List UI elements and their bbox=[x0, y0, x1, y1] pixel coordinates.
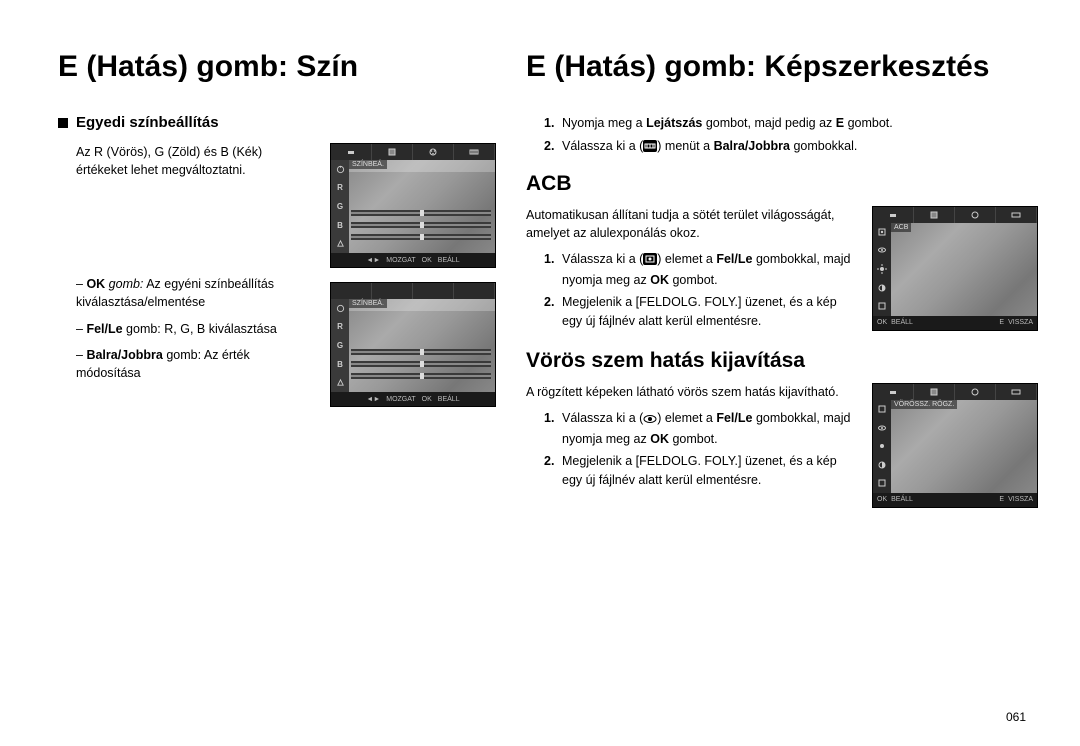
page-number: 061 bbox=[1006, 710, 1026, 724]
shot-label: SZÍNBEÁ. bbox=[349, 160, 387, 169]
acb-steps: 1.Válassza ki a () elemet a Fel/Le gombo… bbox=[526, 250, 858, 331]
screenshot-color-2: SZÍNBEÁ. R G B ◄►MOZGAT OK BEÁLL bbox=[330, 282, 496, 407]
acb-text: Automatikusan állítani tudja a sötét ter… bbox=[526, 206, 858, 242]
shot-topbar bbox=[331, 144, 495, 160]
acb-icon bbox=[643, 252, 657, 271]
screenshot-color-1: SZÍNBEÁ. R G B ◄►MOZGAT OK BEÁLL bbox=[330, 143, 496, 268]
screenshot-redeye: VÖRÖSSZ. RÖGZ. OKBEÁLL EVISSZA bbox=[872, 383, 1038, 508]
redeye-text: A rögzített képeken látható vörös szem h… bbox=[526, 383, 858, 401]
redeye-heading: Vörös szem hatás kijavítása bbox=[526, 349, 1040, 373]
right-title: E (Hatás) gomb: Képszerkesztés bbox=[526, 50, 1040, 84]
left-intro: Az R (Vörös), G (Zöld) és B (Kék) értéke… bbox=[76, 143, 312, 179]
eye-icon bbox=[643, 411, 657, 430]
shot-bottombar: ◄►MOZGAT OK BEÁLL bbox=[331, 253, 495, 267]
tool-icon bbox=[643, 139, 657, 158]
left-subhead: Egyedi színbeállítás bbox=[58, 114, 498, 131]
left-title: E (Hatás) gomb: Szín bbox=[58, 50, 498, 84]
def-ok: – OK gomb: Az egyéni színbeállítás kivál… bbox=[76, 275, 312, 311]
def-felle: – Fel/Le gomb: R, G, B kiválasztása bbox=[76, 320, 312, 338]
shot-sidebar: R G B bbox=[331, 160, 349, 253]
left-column: E (Hatás) gomb: Szín Egyedi színbeállítá… bbox=[58, 50, 498, 516]
acb-heading: ACB bbox=[526, 172, 1040, 196]
screenshot-acb: ACB OKBEÁLL EVISSZA bbox=[872, 206, 1038, 331]
right-column: E (Hatás) gomb: Képszerkesztés 1.Nyomja … bbox=[526, 50, 1040, 516]
redeye-steps: 1.Válassza ki a () elemet a Fel/Le gombo… bbox=[526, 409, 858, 490]
top-steps: 1.Nyomja meg a Lejátszás gombot, majd pe… bbox=[544, 114, 1040, 158]
bullet-square bbox=[58, 118, 68, 128]
def-balrajobbra: – Balra/Jobbra gomb: Az érték módosítása bbox=[76, 346, 312, 382]
